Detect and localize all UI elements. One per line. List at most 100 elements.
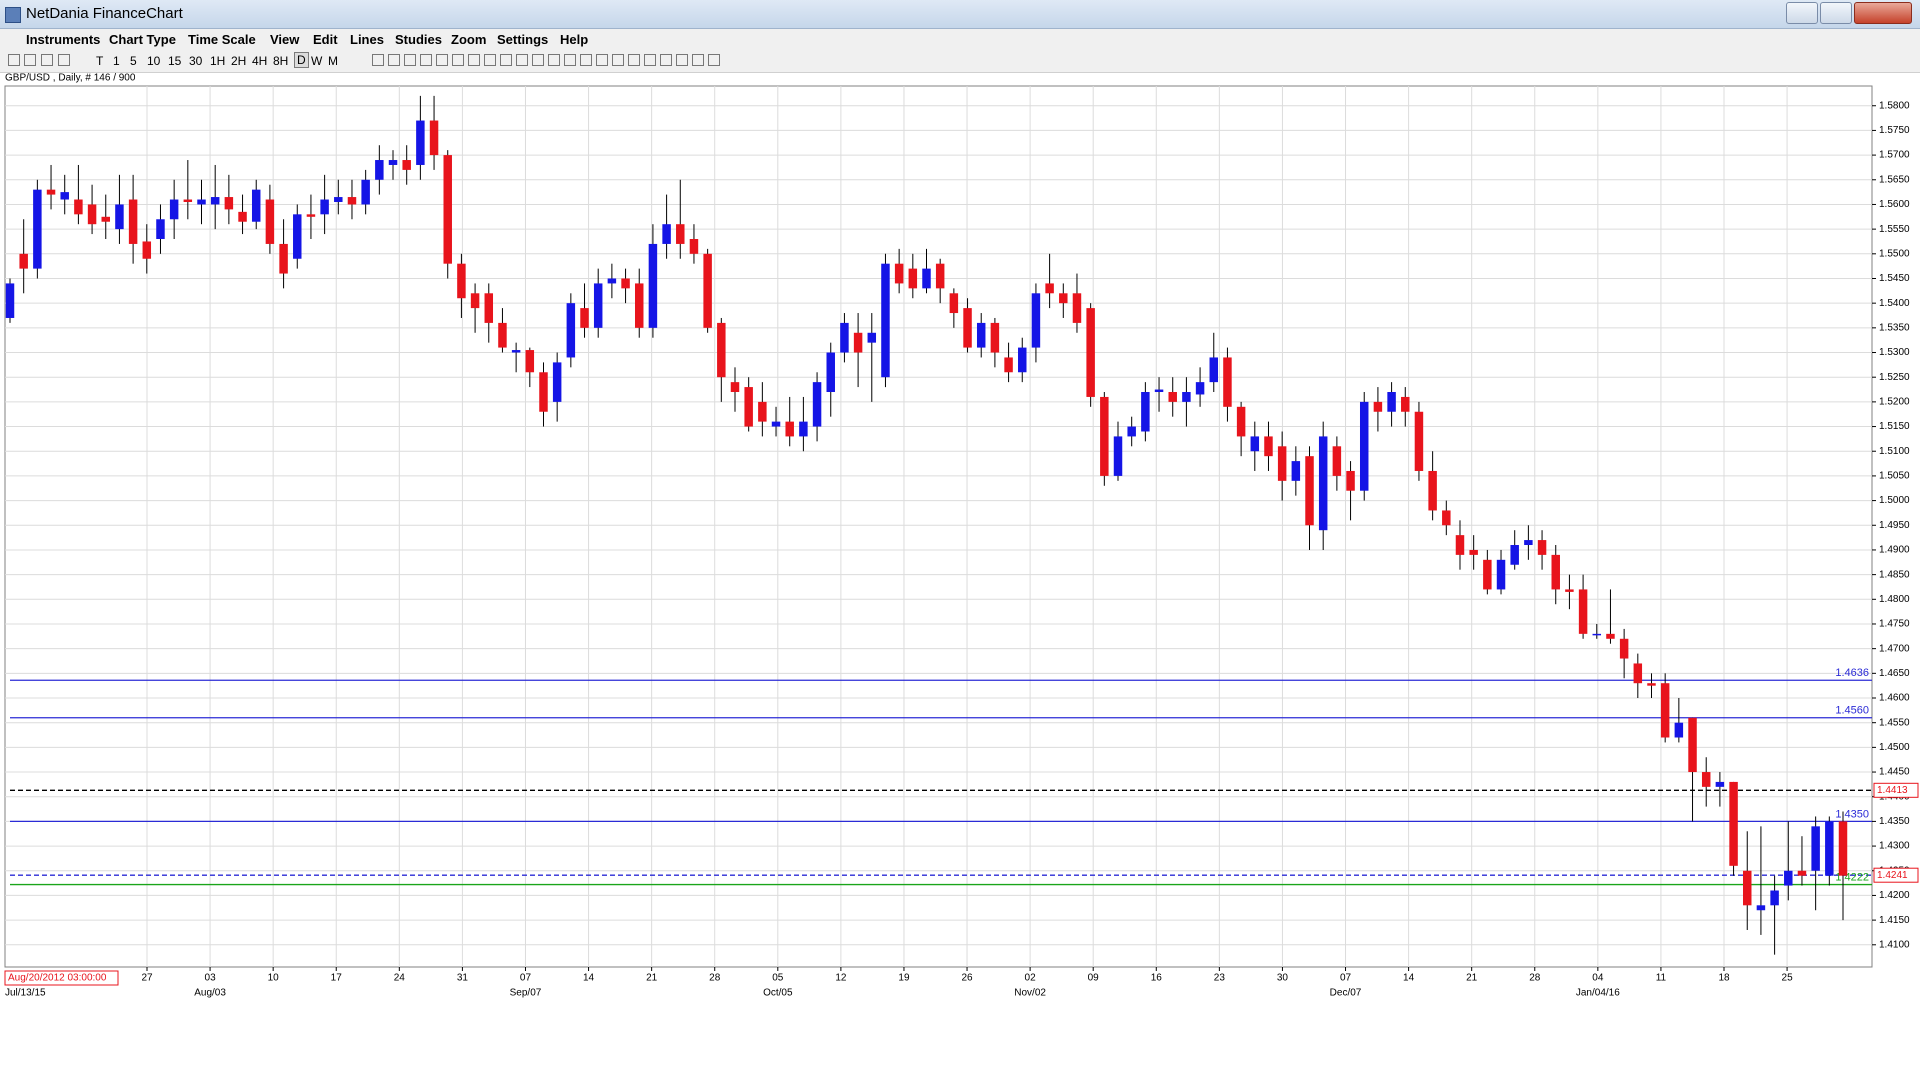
candle-body [1018,347,1027,373]
tool-icon[interactable] [676,54,688,66]
tool-icon[interactable] [372,54,384,66]
timescale-button[interactable]: M [328,54,338,68]
candle-body [375,160,384,180]
tool-icon[interactable] [580,54,592,66]
menu-item[interactable]: Help [560,32,589,47]
candle-body [1510,545,1519,565]
y-tick-label: 1.5250 [1879,372,1910,383]
candle-body [1496,559,1506,590]
menu-item[interactable]: Lines [350,32,384,47]
candle-body [1318,436,1328,531]
timescale-button[interactable]: W [311,54,323,68]
tool-icon[interactable] [628,54,640,66]
timescale-button[interactable]: 8H [273,54,289,68]
x-start-label: Jul/13/15 [5,988,46,999]
candle-body [115,204,124,230]
tool-icon[interactable] [660,54,672,66]
candle-body [580,308,589,328]
tool-icon[interactable] [516,54,528,66]
tool-icon[interactable] [452,54,464,66]
candle-body [648,243,658,328]
candle-body [621,278,630,289]
x-tick-label: 10 [268,973,280,984]
y-tick-label: 1.5600 [1879,199,1910,210]
tool-icon[interactable] [500,54,512,66]
candle-body [33,189,42,269]
timescale-button[interactable]: D [294,52,309,68]
timescale-button[interactable]: T [96,54,104,68]
menu-item[interactable]: Time Scale [188,32,256,47]
menu-item[interactable]: View [270,32,300,47]
menu-item[interactable]: Edit [313,32,338,47]
tool-icon[interactable] [532,54,544,66]
tool-icon[interactable] [404,54,416,66]
tool-icon[interactable] [596,54,608,66]
timescale-button[interactable]: 1 [113,54,120,68]
price-tag-label: 1.4241 [1877,870,1908,881]
tool-icon[interactable] [8,54,20,66]
maximize-button[interactable] [1820,2,1852,24]
candle-body [224,197,234,210]
x-tick-label: 23 [1214,973,1226,984]
candle-body [826,352,835,393]
candle-body [1469,549,1478,555]
y-tick-label: 1.4650 [1879,668,1910,679]
timescale-button[interactable]: 2H [231,54,247,68]
candle-body [976,322,986,348]
tool-icon[interactable] [468,54,480,66]
tool-icon[interactable] [708,54,720,66]
close-button[interactable] [1854,2,1912,24]
menu-item[interactable]: Settings [497,32,549,47]
candle-body [949,293,959,314]
timescale-button[interactable]: 15 [168,54,182,68]
menu-item[interactable]: Instruments [26,32,101,47]
y-tick-label: 1.4450 [1879,767,1910,778]
tool-icon[interactable] [612,54,624,66]
y-tick-label: 1.4750 [1879,619,1910,630]
candle-body [867,332,877,343]
candle-body [717,322,726,378]
candle-body [990,322,1000,353]
tool-icon[interactable] [692,54,704,66]
menu-item[interactable]: Chart Type [109,32,176,47]
tool-icon[interactable] [58,54,70,66]
timescale-button[interactable]: 10 [147,54,161,68]
candle-body [593,283,603,328]
timescale-button[interactable]: 5 [130,54,137,68]
candle-body [963,308,972,348]
tool-icon[interactable] [548,54,560,66]
candle-body [1045,283,1054,294]
tool-icon[interactable] [564,54,576,66]
menu-item[interactable]: Zoom [451,32,487,47]
tool-icon[interactable] [41,54,53,66]
candle-body [566,303,576,358]
candle-body [388,160,398,165]
candle-body [74,199,83,215]
candle-body [1524,540,1533,546]
tool-icon[interactable] [420,54,432,66]
candle-body [1401,396,1410,412]
tool-icon[interactable] [388,54,400,66]
timescale-button[interactable]: 4H [252,54,268,68]
tool-icon[interactable] [644,54,656,66]
x-tick-label: 14 [583,973,595,984]
x-tick-label: 24 [394,973,406,984]
minimize-button[interactable] [1786,2,1818,24]
candle-body [169,199,179,220]
candle-body [1715,781,1725,787]
candle-body [1756,905,1766,911]
y-tick-label: 1.4300 [1879,841,1910,852]
tool-icon[interactable] [436,54,448,66]
tool-icon[interactable] [24,54,36,66]
candle-body [922,268,931,289]
timescale-button[interactable]: 30 [189,54,203,68]
candle-body [1113,436,1123,476]
tool-icon[interactable] [484,54,496,66]
price-tag-label: 1.4413 [1877,785,1908,796]
menu-item[interactable]: Studies [395,32,442,47]
candle-body [101,216,110,222]
timescale-button[interactable]: 1H [210,54,226,68]
candle-body [1332,446,1342,476]
candle-body [142,241,152,259]
candle-body [87,204,97,225]
